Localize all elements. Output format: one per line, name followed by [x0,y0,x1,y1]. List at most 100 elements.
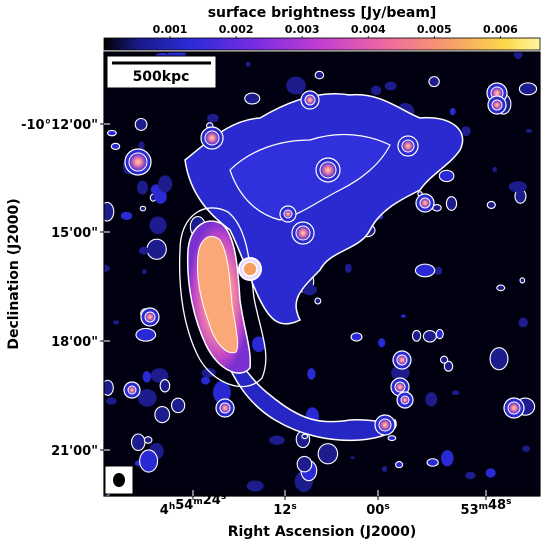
compact-source [283,209,293,219]
noise-blob [138,246,149,255]
noise-blob [104,379,114,396]
compact-sources [123,82,525,436]
noise-blob [146,238,167,260]
compact-source [204,130,220,146]
noise-blob [104,264,110,273]
noise-blob [213,380,231,404]
compact-source [400,395,410,405]
noise-blob [137,180,148,195]
noise-blob [137,389,157,407]
noise-blob [434,266,443,275]
noise-blob [157,175,173,193]
dec-tick-label: 15'00" [51,226,98,241]
ra-tick-label: 4h54m24s [160,492,226,518]
noise-blob [525,129,532,133]
noise-blob [244,92,261,105]
compact-source [128,152,148,172]
axis-ticks [100,123,487,500]
noise-blob [492,166,497,172]
compact-source [396,354,408,366]
colorbar-tick-label: 0.005 [417,23,452,36]
noise-blob [296,455,313,473]
compact-source [219,402,231,414]
colorbar-tick-label: 0.006 [483,23,518,36]
noise-blob [370,85,382,96]
noise-blob [395,461,404,469]
noise-blob [435,328,444,340]
compact-source [127,385,137,395]
noise-blob [465,471,476,480]
bright-compact-source-core [242,261,258,277]
noise-blob [149,216,167,235]
noise-blob [246,480,264,492]
noise-blob [135,327,157,342]
colorbar-tick-labels: 0.001 0.002 0.003 0.004 0.005 0.006 [153,23,518,38]
noise-blob [428,76,440,88]
halo-inner-contour [229,133,391,221]
noise-blob [139,205,147,212]
noise-blob [139,449,159,473]
noise-blob [207,113,219,123]
noise-blob [113,320,120,325]
noise-blob [269,435,285,445]
dec-tick-label: -10°12'00" [21,118,98,133]
noise-blob [143,436,153,444]
noise-blob [134,117,148,131]
noise-blob [486,200,496,210]
noise-blob [317,443,339,465]
noise-blob [138,141,145,150]
noise-blob [245,61,251,67]
noise-blob [414,263,436,278]
ra-tick-label: 00s [366,502,389,518]
noise-blob [518,82,538,96]
noise-blob [314,297,322,305]
noise-blob [344,263,352,274]
map-frame [103,51,541,497]
noise-blob [425,392,438,407]
noise-blob [201,376,210,385]
noise-blob [201,367,216,378]
y-axis-label: Declination (J2000) [6,198,22,349]
compact-source [319,161,337,179]
noise-blob [120,211,133,220]
colorbar-tick-label: 0.003 [285,23,320,36]
noise-blob [445,196,458,211]
relic-core-contour [197,236,239,354]
dec-tick-labels: -10°12'00" 15'00" 18'00" 21'00" [21,118,98,459]
relic-outer-contour [179,207,267,388]
colorbar-title: surface brightness [Jy/beam] [208,5,437,21]
compact-source [401,139,415,153]
noise-blob [307,368,316,380]
scale-bar: 500kpc [106,55,217,89]
noise-blob [154,405,171,424]
noise-blob [387,435,397,442]
ra-tick-label: 53m48s [461,497,512,518]
noise-blob [159,379,171,393]
noise-blob [426,458,439,467]
noise-blob [302,284,317,296]
noise-blob [150,368,169,383]
noise-blob [171,397,186,414]
noise-blob [110,142,121,151]
noise-blob [381,466,388,472]
scale-bar-label: 500kpc [133,69,190,85]
noise-blob [314,70,325,80]
noise-blob [401,314,406,318]
noise-blob [350,456,355,460]
compact-source [394,381,406,393]
colorbar [103,37,541,51]
compact-source [144,311,156,323]
dec-tick-label: 18'00" [51,335,98,350]
compact-source [304,94,316,106]
colorbar-tick-label: 0.002 [219,23,254,36]
compact-source [507,401,521,415]
noise-blob [519,277,526,284]
noise-blob [286,76,306,95]
noise-blob [496,284,506,292]
noise-blob [489,347,509,371]
noise-blob [107,129,117,137]
noise-blob [252,336,266,352]
noise-blob [485,468,496,478]
radio-image [104,52,540,496]
noise-blob [411,329,422,342]
